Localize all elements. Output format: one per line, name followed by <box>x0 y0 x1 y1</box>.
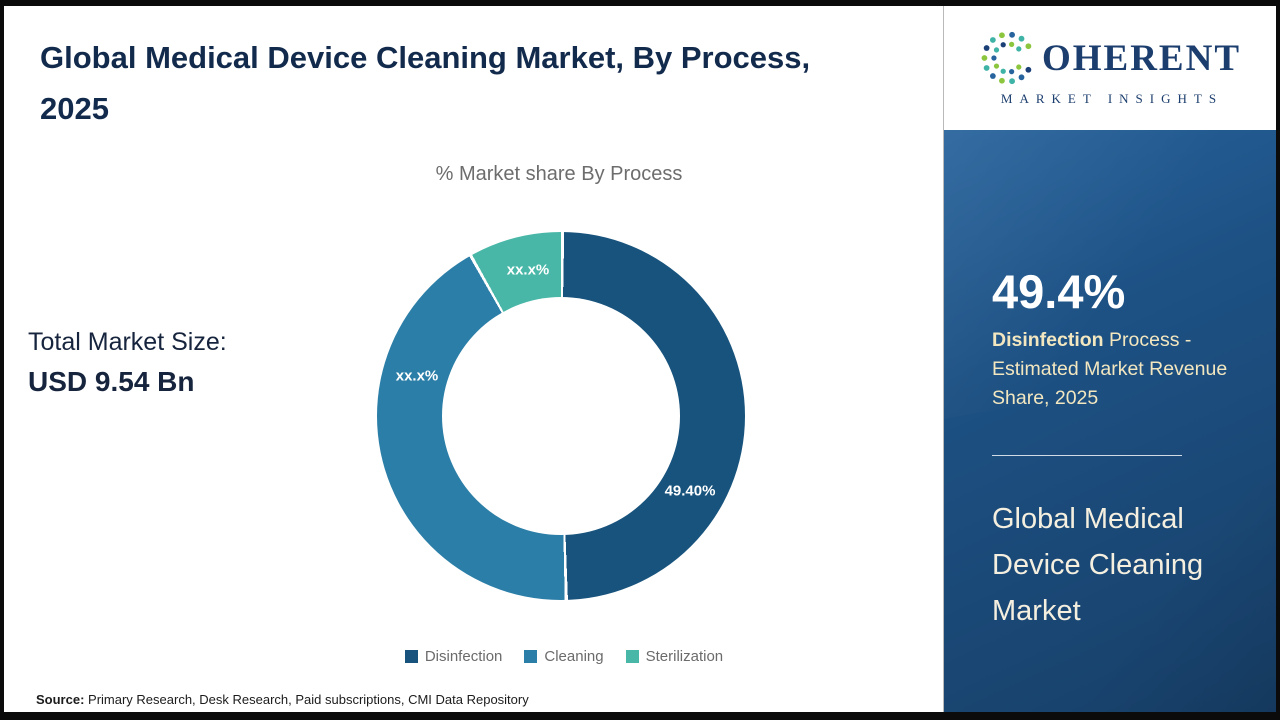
coherent-market-insights-logo: OHERENT MARKET INSIGHTS <box>979 29 1241 107</box>
logo-area: OHERENT MARKET INSIGHTS <box>944 6 1276 130</box>
main-chart-area: Global Medical Device Cleaning Market, B… <box>4 6 943 712</box>
panel-divider <box>992 455 1182 456</box>
legend-swatch-disinfection <box>404 650 418 663</box>
legend-item-disinfection: Disinfection <box>404 648 503 665</box>
total-market-size-value: USD 9.54 Bn <box>28 366 195 397</box>
legend-label-sterilization: Sterilization <box>645 648 724 665</box>
sidebar-market-name: Global Medical Device Cleaning Market <box>992 503 1204 627</box>
legend-item-cleaning: Cleaning <box>524 648 604 665</box>
logo-tagline: MARKET INSIGHTS <box>1000 91 1224 106</box>
slice-label-cleaning: xx.x% <box>395 367 439 385</box>
stat-description: Disinfection Process - Estimated Market … <box>992 326 1230 413</box>
total-market-size-label: Total Market Size: <box>28 328 227 356</box>
page-title: Global Medical Device Cleaning Market, B… <box>40 40 811 126</box>
logo-dot-c-icon <box>981 31 1032 85</box>
logo-brand-text: OHERENT <box>1041 37 1242 79</box>
logo-top-row: OHERENT <box>979 29 1241 87</box>
chart-subtitle: % Market share By Process <box>435 163 683 185</box>
source-text: Primary Research, Desk Research, Paid su… <box>84 692 529 707</box>
legend-label-cleaning: Cleaning <box>544 648 604 665</box>
slice-label-sterilization: xx.x% <box>506 261 550 279</box>
stat-value: 49.4% <box>992 265 1126 318</box>
sidebar-panel: 49.4% Disinfection Process - Estimated M… <box>944 130 1276 712</box>
chart-legend: Disinfection Cleaning Sterilization <box>334 648 794 665</box>
donut-chart: 49.40% xx.x% xx.x% <box>377 232 745 600</box>
stat-description-rest: Process - Estimated Market Revenue Share… <box>992 329 1228 409</box>
sidebar: OHERENT MARKET INSIGHTS 49.4% Disinfecti… <box>943 6 1276 712</box>
source-label: Source: <box>36 692 85 707</box>
slice-label-disinfection: 49.40% <box>664 482 716 500</box>
total-market-size-block: Total Market Size: USD 9.54 Bn <box>28 328 227 398</box>
legend-label-disinfection: Disinfection <box>424 648 503 665</box>
source-line: Source: Primary Research, Desk Research,… <box>36 692 529 707</box>
legend-swatch-cleaning <box>524 650 538 663</box>
legend-item-sterilization: Sterilization <box>625 648 724 665</box>
stat-description-bold: Disinfection <box>992 329 1104 351</box>
legend-swatch-sterilization <box>625 650 639 663</box>
